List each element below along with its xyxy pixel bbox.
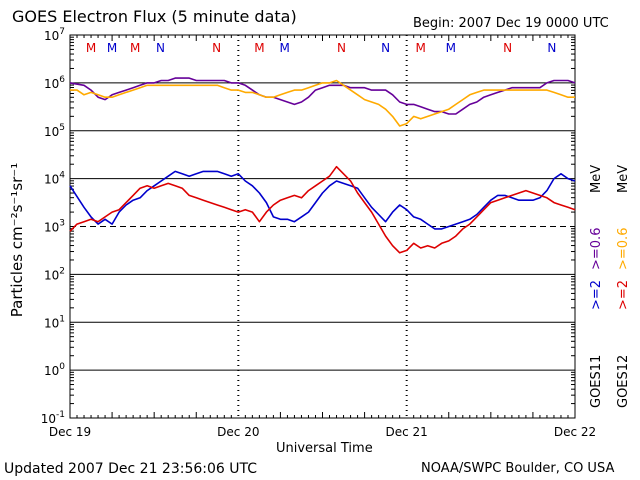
y-axis-label: Particles cm⁻²s⁻¹sr⁻¹ xyxy=(8,163,26,317)
mn-marker: N xyxy=(381,41,390,55)
legend-goes11-2mev: >=2 xyxy=(589,280,604,310)
begin-label: Begin: 2007 Dec 19 0000 UTC xyxy=(413,16,609,31)
mn-marker: M xyxy=(446,41,456,55)
y-tick-label: 106 xyxy=(44,75,65,91)
legend-mev-unit: MeV xyxy=(589,165,604,193)
mn-marker: M xyxy=(107,41,117,55)
mn-marker: N xyxy=(156,41,165,55)
x-tick-label: Dec 20 xyxy=(217,425,259,439)
mn-marker: M xyxy=(254,41,264,55)
series-line-3 xyxy=(70,79,575,127)
y-tick-label: 101 xyxy=(44,314,65,330)
y-tick-label: 104 xyxy=(44,171,65,187)
legend-layer: >=2 >=0.6 MeV >=2 >=0.6 MeV GOES11 GOES12 xyxy=(589,165,631,408)
series-line-0 xyxy=(69,170,576,230)
x-tick-label: Dec 19 xyxy=(49,425,91,439)
source-label: NOAA/SWPC Boulder, CO USA xyxy=(421,461,615,476)
y-tick-label: 103 xyxy=(44,219,65,235)
legend-goes12-06mev: >=0.6 xyxy=(616,228,631,270)
mn-marker: N xyxy=(547,41,556,55)
mn-marker: M xyxy=(279,41,289,55)
mn-marker: M xyxy=(86,41,96,55)
legend-goes12-2mev: >=2 xyxy=(616,280,631,310)
x-tick-label: Dec 21 xyxy=(386,425,428,439)
tick-layer xyxy=(70,35,575,418)
mn-marker: M xyxy=(130,41,140,55)
marker-layer: M N N M M N N M M N NM M xyxy=(86,41,556,55)
y-tick-label: 102 xyxy=(44,266,65,282)
mn-marker: M xyxy=(416,41,426,55)
mn-marker: N xyxy=(337,41,346,55)
chart-title: GOES Electron Flux (5 minute data) xyxy=(12,7,297,26)
series-line-2 xyxy=(69,77,576,115)
legend-mev-unit: MeV xyxy=(616,165,631,193)
series-layer xyxy=(69,77,576,254)
legend-goes11-06mev: >=0.6 xyxy=(589,228,604,270)
updated-label: Updated 2007 Dec 21 23:56:06 UTC xyxy=(4,461,258,477)
series-line-1 xyxy=(69,165,576,254)
legend-goes12: GOES12 xyxy=(616,355,631,408)
mn-marker: N xyxy=(212,41,221,55)
mn-marker: N xyxy=(503,41,512,55)
y-tick-label: 100 xyxy=(44,362,65,378)
x-axis-label: Universal Time xyxy=(276,441,373,456)
legend-goes11: GOES11 xyxy=(589,355,604,408)
y-tick-label: 107 xyxy=(44,27,65,43)
x-tick-label: Dec 22 xyxy=(554,425,596,439)
y-tick-label: 105 xyxy=(44,123,65,139)
y-tick-label: 10-1 xyxy=(41,410,65,426)
